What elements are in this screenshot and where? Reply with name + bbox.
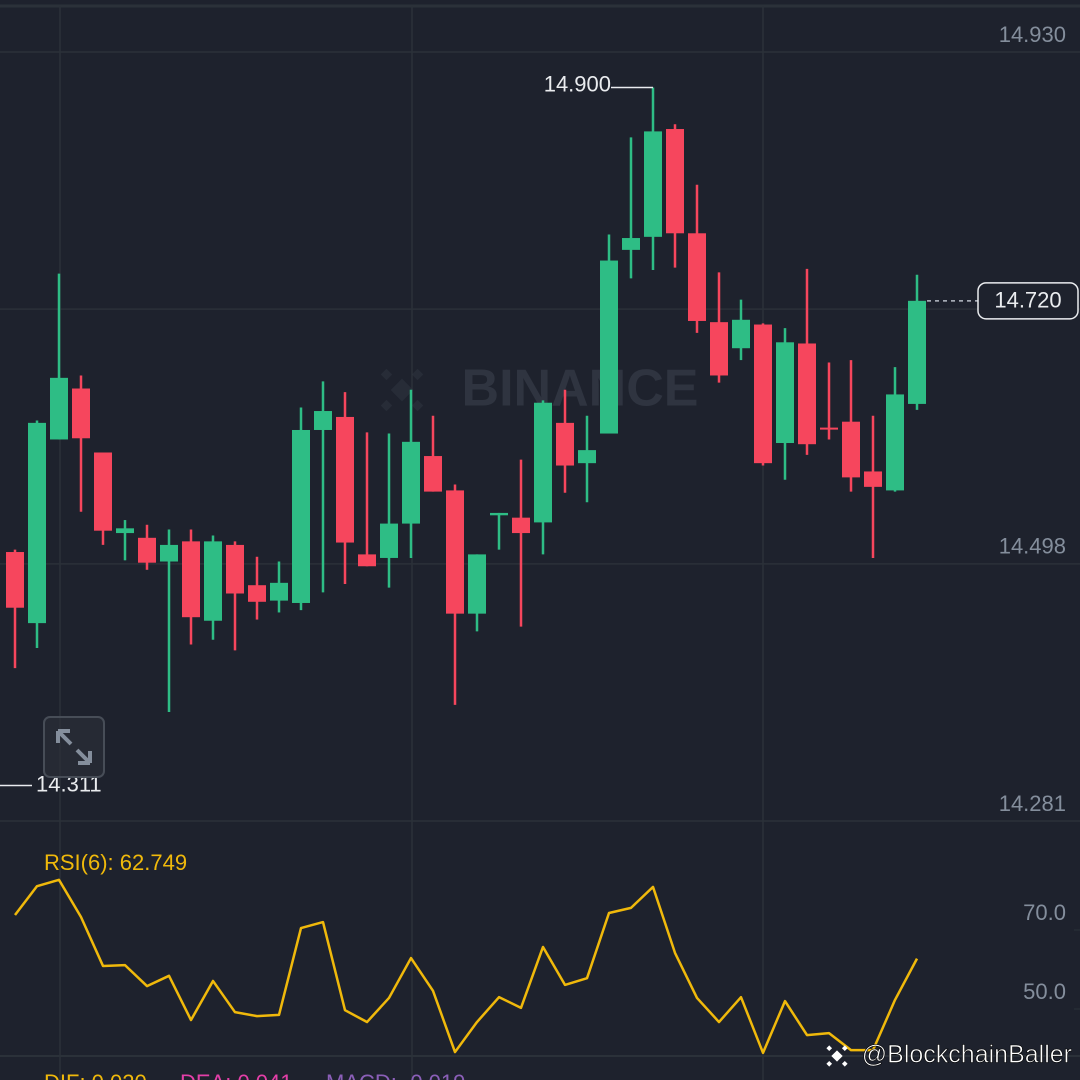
candle-body	[380, 523, 398, 558]
candle-body	[490, 512, 508, 516]
candle-body	[182, 541, 200, 618]
candle-body	[644, 131, 662, 237]
candle-body	[754, 324, 772, 464]
max-marker-label: 14.900	[544, 71, 611, 96]
credit-logo	[826, 1045, 848, 1067]
candle-body	[556, 422, 574, 466]
candle-body	[710, 322, 728, 376]
candle-body	[776, 342, 794, 444]
credit: @BlockchainBaller	[862, 1041, 1072, 1069]
candle-body	[116, 528, 134, 534]
candle-body	[842, 421, 860, 478]
candle-body	[204, 541, 222, 621]
candle-body	[534, 402, 552, 523]
macd-label: MACD: -0.019	[326, 1070, 465, 1080]
candle-body	[908, 300, 926, 404]
candle-body	[336, 416, 354, 543]
dea-label: DEA: 0.041	[180, 1070, 293, 1080]
candle-body	[314, 411, 332, 430]
expand-button[interactable]	[43, 716, 105, 778]
candle-body	[138, 537, 156, 563]
candle-body	[226, 544, 244, 594]
rsi-line	[14, 878, 919, 1055]
candle-body	[270, 582, 288, 601]
candle-body	[864, 471, 882, 487]
candle-body	[402, 441, 420, 524]
expand-box[interactable]	[43, 716, 105, 778]
candle-body	[732, 319, 750, 349]
candle-body	[600, 260, 618, 434]
candle-body	[248, 585, 266, 602]
expand-icon	[56, 729, 92, 765]
candle-body	[28, 422, 46, 624]
candle-body	[578, 450, 596, 464]
candle-body	[798, 343, 816, 445]
y-tick-label: 50.0	[1023, 979, 1066, 1004]
candle-body	[446, 490, 464, 614]
y-tick-label: 14.281	[999, 791, 1066, 816]
y-tick-label: 14.498	[999, 534, 1066, 559]
candle-body	[358, 554, 376, 567]
candle-body	[424, 456, 442, 492]
candle-body	[292, 429, 310, 603]
y-tick-label: 70.0	[1023, 900, 1066, 925]
candle-body	[50, 377, 68, 440]
watermark: BINANCE	[462, 360, 699, 418]
candle-body	[72, 388, 90, 439]
candle-body	[820, 427, 838, 430]
price-label: 14.720	[994, 288, 1061, 313]
dif-label: DIF: 0.020	[44, 1070, 147, 1080]
candle-body	[160, 544, 178, 562]
y-tick-label: 14.930	[999, 22, 1066, 47]
candle-body	[622, 238, 640, 250]
candle-body	[512, 517, 530, 534]
candle-body	[666, 129, 684, 234]
rsi-label: RSI(6): 62.749	[44, 850, 187, 875]
candle-body	[94, 452, 112, 531]
candle-body	[688, 233, 706, 321]
candle-body	[886, 394, 904, 491]
price-label-box	[977, 282, 1079, 320]
candle-body	[468, 554, 486, 614]
candle-body	[6, 552, 24, 608]
